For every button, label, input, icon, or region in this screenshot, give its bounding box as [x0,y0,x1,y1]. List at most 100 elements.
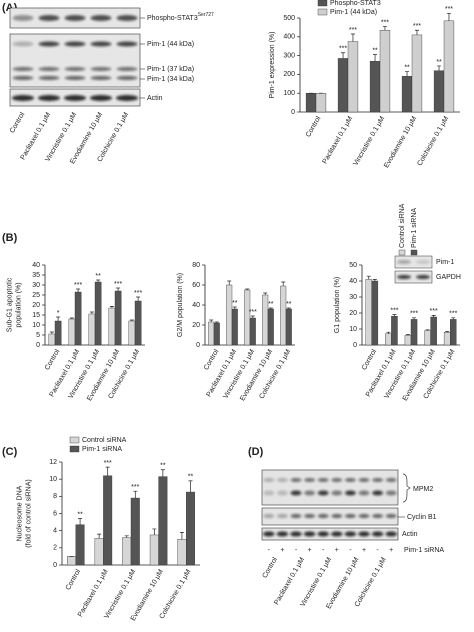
legend-swatch [410,249,418,256]
legend-swatch [398,249,406,256]
y-tick-label: 10 [49,476,57,483]
sirna-sign: - [295,547,298,554]
significance: ** [160,463,166,470]
blot-band [304,478,316,482]
lane-label: Paclitaxel 0.1 μM [273,556,306,606]
bar [128,320,136,346]
blot-band [90,76,112,80]
blot-band [12,76,34,80]
bar [249,317,256,346]
y-tick-label: 10 [349,326,357,333]
y-tick-label: 0 [196,342,200,349]
blot-band [89,95,113,101]
bar [365,279,372,346]
blot-band [317,478,329,482]
error-bar [152,528,157,535]
sirna-sign: - [322,547,325,554]
error-bar [129,319,134,321]
significance: ** [268,301,274,308]
y-tick-label: 8 [53,493,57,500]
significance: ** [77,511,83,518]
y-tick-label: 80 [192,262,200,269]
blot-band [358,514,370,518]
y-tick-label: 35 [32,272,40,279]
bar [48,333,56,346]
error-bar [69,317,74,319]
blot-band [12,15,34,21]
error-bar [431,315,436,317]
y-tick-label: 0 [291,109,295,116]
error-bar [451,317,456,320]
error-bar [49,331,54,334]
blot-band [64,67,86,71]
bar [88,313,96,346]
bar [443,20,455,113]
blot-band [416,275,430,279]
y-tick-label: 400 [283,34,295,41]
legend-swatch [317,8,328,16]
error-bar [227,280,232,285]
bar [401,76,413,113]
bar [185,491,195,566]
blot-band [116,76,138,80]
significance: ** [286,301,292,308]
y-tick-label: 15 [32,312,40,319]
y-tick-label: 4 [53,528,57,535]
error-bar [96,279,101,282]
blot-label: Cyclin B1 [407,514,437,521]
blot-label: Phospho-STAT3Ser727 [147,12,214,22]
blot-band [263,490,275,496]
blot-label: GAPDH [436,274,461,281]
blot-band [11,95,35,101]
sirna-sign: - [268,547,271,554]
error-bar [392,314,397,317]
significance: *** [381,19,389,26]
y-tick-label: 40 [349,278,357,285]
blot-label-text: Pim-1 (34 kDa) [147,76,194,83]
blot-box [261,469,399,506]
bar [337,58,349,113]
bar [244,289,251,346]
blot-band [358,478,370,482]
blot-band [331,531,343,537]
error-bar [76,288,81,292]
y-axis-label: Pim-1 expression (%) [269,32,276,99]
blot-band [90,15,112,21]
significance: *** [413,23,421,30]
y-tick-label: 20 [32,302,40,309]
panel-label: (B) [2,232,18,244]
x-tick-label: Evodiamine 10 μM [239,348,274,402]
blot-band [276,531,289,537]
blot-band [397,260,411,264]
error-bar [209,319,214,322]
blot-band [38,15,60,21]
blot-band [358,490,370,496]
x-tick-label: Paclitaxel 0.1 μM [322,115,355,165]
error-bar [136,296,141,301]
legend-label: Control siRNA [399,203,406,248]
sirna-sign: + [308,547,312,554]
significance: ** [188,474,194,481]
bar [315,92,327,113]
blot-band [385,490,397,496]
blot-band [317,490,329,496]
bar [391,316,398,346]
bar [208,321,215,346]
error-bar [245,288,250,290]
bar [410,319,418,346]
blot-label-text: Pim-1 (37 kDa) [147,66,194,73]
x-tick-label: Control [65,568,83,591]
blot-band [38,67,60,71]
error-bar [268,307,273,309]
blot-band [304,490,316,496]
bar [54,320,62,346]
y-tick-label: 100 [283,90,295,97]
bracket [402,473,411,503]
bar [430,316,437,346]
y-axis-label: Nucleosome DNA [16,485,23,541]
sirna-sign: - [349,547,352,554]
significance: *** [410,311,418,318]
blot-band [115,95,139,101]
bar [369,61,381,113]
error-bar [382,26,387,31]
